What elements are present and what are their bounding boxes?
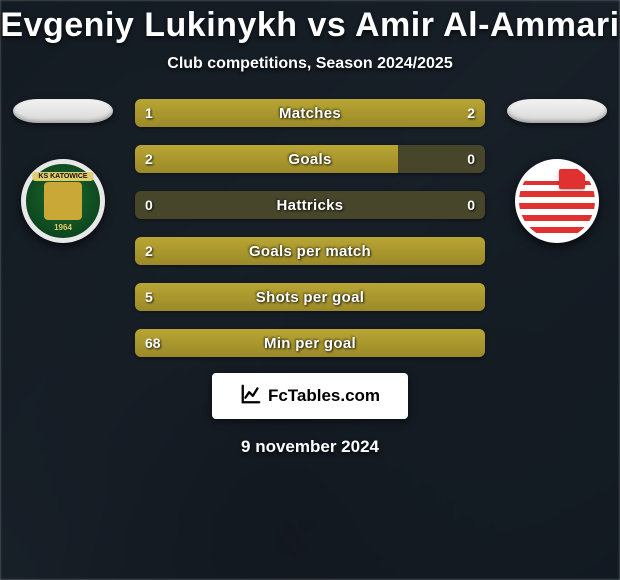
stat-row: Hattricks0 0 [135, 191, 485, 219]
stat-row: Goals per match2 [135, 237, 485, 265]
stat-row: Matches1 2 [135, 99, 485, 127]
stat-label: Matches [135, 99, 485, 127]
subtitle: Club competitions, Season 2024/2025 [167, 55, 452, 73]
stat-value-right: 0 [467, 145, 475, 173]
flag-right-icon [507, 99, 607, 123]
club-badge-left: KS KATOWICE 1964 [21, 159, 105, 243]
stat-row: Goals2 0 [135, 145, 485, 173]
stat-value-left: 0 [145, 191, 153, 219]
stat-value-right: 0 [467, 191, 475, 219]
stat-label: Goals per match [135, 237, 485, 265]
club-badge-right [515, 159, 599, 243]
chart-icon [240, 383, 262, 405]
title-player1: Evgeniy Lukinykh [0, 6, 297, 44]
badge-right-flag [559, 169, 585, 189]
stat-value-left: 5 [145, 283, 153, 311]
title-vs: vs [307, 6, 346, 44]
stat-value-right: 2 [467, 99, 475, 127]
left-side: KS KATOWICE 1964 [8, 99, 118, 243]
flag-left-icon [13, 99, 113, 123]
badge-left-banner: KS KATOWICE [32, 172, 93, 181]
content-wrapper: Evgeniy Lukinykh vs Amir Al-Ammari Club … [0, 0, 620, 580]
main-row: KS KATOWICE 1964 Matches12Goals20Hattric… [0, 99, 620, 357]
page-title: Evgeniy Lukinykh vs Amir Al-Ammari [0, 6, 619, 45]
fctables-logo: FcTables.com [212, 373, 408, 419]
stat-label: Shots per goal [135, 283, 485, 311]
date-label: 9 november 2024 [241, 437, 379, 457]
right-side [502, 99, 612, 243]
stats-bars: Matches12Goals20Hattricks00Goals per mat… [118, 99, 502, 357]
badge-left-year: 1964 [54, 223, 72, 232]
stat-value-left: 2 [145, 145, 153, 173]
stat-value-left: 68 [145, 329, 161, 357]
stat-label: Hattricks [135, 191, 485, 219]
logo-text: FcTables.com [268, 386, 380, 406]
badge-right-stripes [519, 181, 595, 243]
stat-label: Min per goal [135, 329, 485, 357]
stat-value-left: 2 [145, 237, 153, 265]
stat-label: Goals [135, 145, 485, 173]
stat-row: Min per goal68 [135, 329, 485, 357]
logo-mark-icon [240, 383, 262, 410]
title-player2: Amir Al-Ammari [355, 6, 620, 44]
stat-value-left: 1 [145, 99, 153, 127]
stat-row: Shots per goal5 [135, 283, 485, 311]
